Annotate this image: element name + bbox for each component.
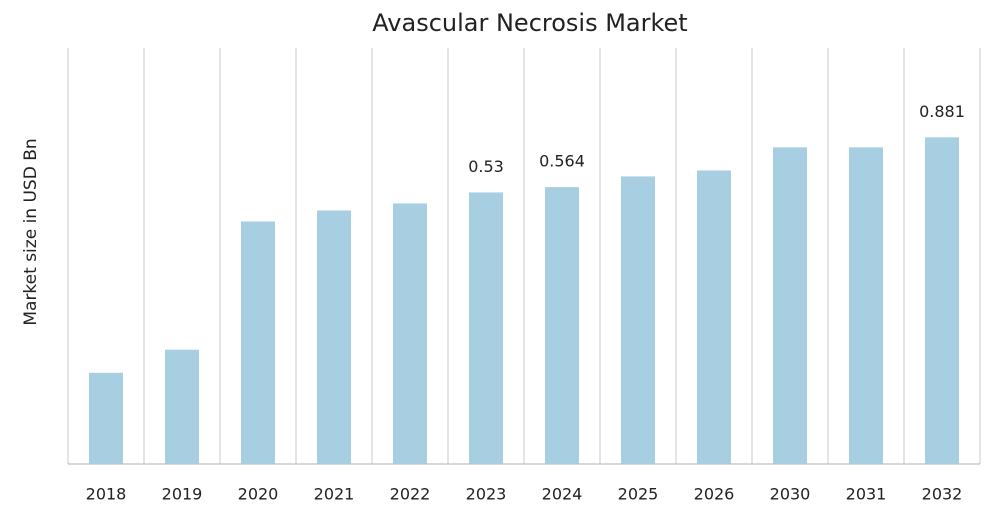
- x-tick-label: 2019: [162, 485, 203, 504]
- x-tick-label: 2024: [542, 485, 583, 504]
- x-tick-label: 2021: [314, 485, 355, 504]
- chart-title: Avascular Necrosis Market: [372, 9, 687, 37]
- x-tick-label: 2018: [86, 485, 127, 504]
- bar: [469, 192, 503, 464]
- bar: [773, 147, 807, 464]
- bar: [165, 349, 199, 464]
- data-label: 0.53: [468, 157, 504, 176]
- data-label: 0.564: [539, 152, 585, 171]
- bar: [925, 137, 959, 464]
- y-axis-label: Market size in USD Bn: [21, 138, 41, 325]
- x-tick-label: 2022: [390, 485, 431, 504]
- bar: [849, 147, 883, 464]
- x-tick-label: 2020: [238, 485, 279, 504]
- bar: [317, 210, 351, 464]
- x-tick-label: 2032: [922, 485, 963, 504]
- x-tick-label: 2026: [694, 485, 735, 504]
- x-tick-label: 2031: [846, 485, 887, 504]
- x-tick-label: 2023: [466, 485, 507, 504]
- bar: [545, 187, 579, 465]
- bar: [697, 170, 731, 464]
- bar: [621, 176, 655, 464]
- bar: [89, 372, 123, 464]
- bar: [241, 221, 275, 464]
- bar: [393, 203, 427, 464]
- data-label: 0.881: [919, 102, 965, 121]
- x-tick-label: 2030: [770, 485, 811, 504]
- x-tick-label: 2025: [618, 485, 659, 504]
